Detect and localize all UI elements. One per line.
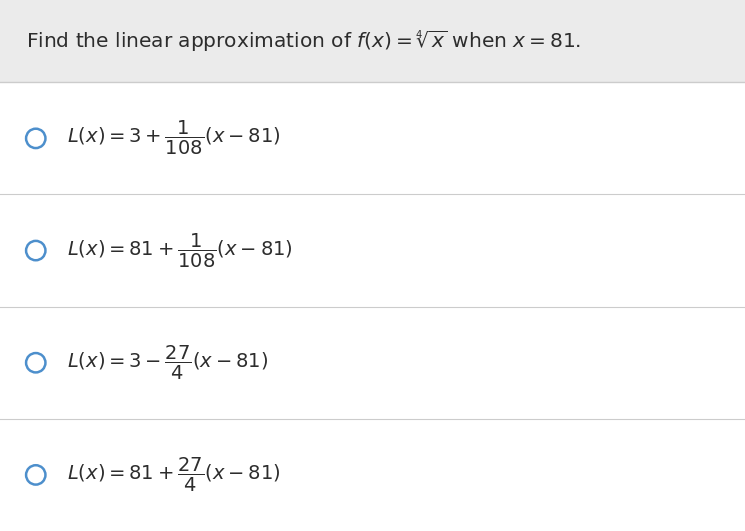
Text: $L(x)=81+\dfrac{27}{4}(x-81)$: $L(x)=81+\dfrac{27}{4}(x-81)$ [67, 456, 280, 494]
Text: Find the linear approximation of $f(x) = \sqrt[4]{x}$ when $x = 81$.: Find the linear approximation of $f(x) =… [26, 28, 581, 54]
Bar [0, 82, 745, 531]
Text: $L(x)=81+\dfrac{1}{108}(x-81)$: $L(x)=81+\dfrac{1}{108}(x-81)$ [67, 232, 293, 270]
Text: $L(x)=3+\dfrac{1}{108}(x-81)$: $L(x)=3+\dfrac{1}{108}(x-81)$ [67, 119, 280, 157]
Text: $L(x)=3-\dfrac{27}{4}(x-81)$: $L(x)=3-\dfrac{27}{4}(x-81)$ [67, 344, 268, 382]
